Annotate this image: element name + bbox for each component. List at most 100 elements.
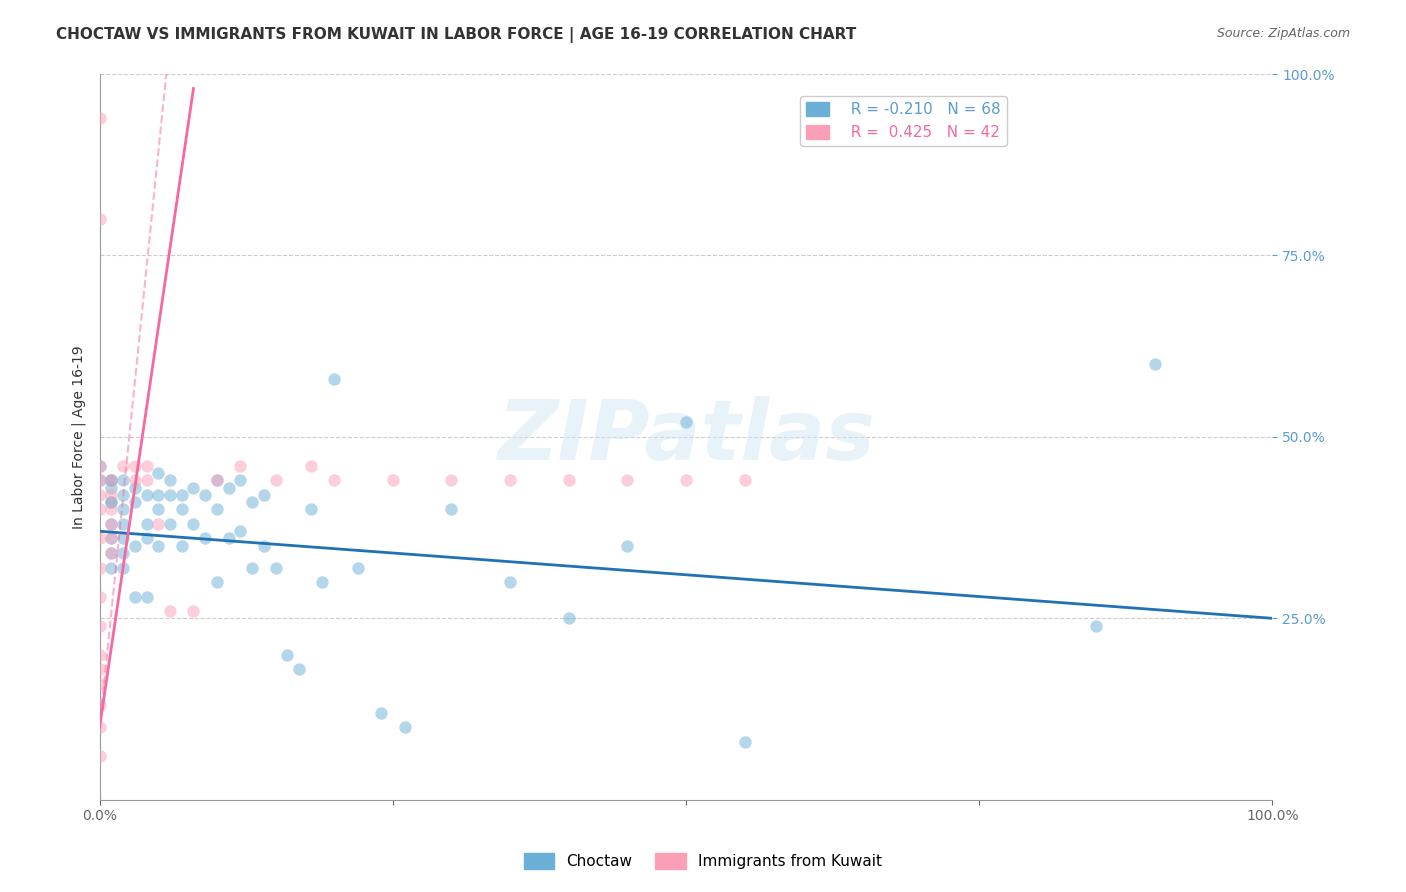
Point	[112, 488, 135, 502]
Point	[89, 648, 111, 662]
Y-axis label: In Labor Force | Age 16-19: In Labor Force | Age 16-19	[72, 345, 86, 529]
Point	[89, 662, 111, 676]
Point	[499, 575, 522, 590]
Legend:   R = -0.210   N = 68,   R =  0.425   N = 42: R = -0.210 N = 68, R = 0.425 N = 42	[800, 96, 1007, 146]
Point	[194, 488, 217, 502]
Point	[205, 474, 228, 488]
Point	[229, 474, 252, 488]
Point	[89, 488, 111, 502]
Point	[135, 590, 157, 604]
Point	[135, 458, 157, 473]
Point	[100, 516, 122, 531]
Point	[100, 546, 122, 560]
Point	[440, 474, 463, 488]
Point	[100, 546, 122, 560]
Point	[370, 706, 392, 720]
Point	[675, 474, 697, 488]
Point	[194, 532, 217, 546]
Point	[183, 604, 205, 618]
Point	[229, 524, 252, 539]
Point	[89, 458, 111, 473]
Point	[100, 474, 122, 488]
Point	[124, 458, 146, 473]
Point	[112, 516, 135, 531]
Point	[218, 532, 240, 546]
Point	[89, 618, 111, 632]
Point	[159, 516, 181, 531]
Point	[135, 474, 157, 488]
Point	[148, 539, 170, 553]
Point	[89, 749, 111, 764]
Point	[124, 495, 146, 509]
Point	[1085, 618, 1108, 632]
Point	[264, 560, 287, 574]
Point	[558, 611, 581, 625]
Point	[299, 458, 322, 473]
Point	[89, 720, 111, 734]
Point	[1144, 357, 1167, 371]
Point	[148, 466, 170, 480]
Point	[205, 575, 228, 590]
Point	[124, 474, 146, 488]
Point	[100, 532, 122, 546]
Point	[135, 488, 157, 502]
Point	[558, 474, 581, 488]
Point	[89, 474, 111, 488]
Point	[89, 458, 111, 473]
Point	[100, 488, 122, 502]
Point	[89, 560, 111, 574]
Point	[394, 720, 416, 734]
Point	[89, 698, 111, 713]
Point	[159, 604, 181, 618]
Point	[112, 502, 135, 516]
Point	[100, 560, 122, 574]
Text: ZIPatlas: ZIPatlas	[498, 396, 875, 477]
Point	[124, 539, 146, 553]
Point	[170, 488, 193, 502]
Point	[89, 212, 111, 227]
Point	[112, 560, 135, 574]
Point	[440, 502, 463, 516]
Point	[205, 474, 228, 488]
Point	[135, 516, 157, 531]
Point	[100, 516, 122, 531]
Point	[229, 458, 252, 473]
Point	[240, 495, 263, 509]
Point	[100, 502, 122, 516]
Point	[148, 488, 170, 502]
Point	[112, 458, 135, 473]
Legend: Choctaw, Immigrants from Kuwait: Choctaw, Immigrants from Kuwait	[517, 847, 889, 875]
Point	[148, 502, 170, 516]
Point	[675, 416, 697, 430]
Point	[100, 532, 122, 546]
Point	[346, 560, 368, 574]
Point	[288, 662, 311, 676]
Point	[734, 474, 756, 488]
Point	[112, 532, 135, 546]
Point	[159, 488, 181, 502]
Point	[89, 111, 111, 125]
Point	[124, 481, 146, 495]
Point	[616, 474, 638, 488]
Point	[205, 502, 228, 516]
Point	[499, 474, 522, 488]
Text: Source: ZipAtlas.com: Source: ZipAtlas.com	[1216, 27, 1350, 40]
Point	[616, 539, 638, 553]
Point	[218, 481, 240, 495]
Point	[276, 648, 298, 662]
Point	[100, 495, 122, 509]
Point	[124, 590, 146, 604]
Text: CHOCTAW VS IMMIGRANTS FROM KUWAIT IN LABOR FORCE | AGE 16-19 CORRELATION CHART: CHOCTAW VS IMMIGRANTS FROM KUWAIT IN LAB…	[56, 27, 856, 43]
Point	[100, 474, 122, 488]
Point	[170, 539, 193, 553]
Point	[253, 539, 276, 553]
Point	[170, 502, 193, 516]
Point	[323, 372, 346, 386]
Point	[112, 474, 135, 488]
Point	[381, 474, 404, 488]
Point	[240, 560, 263, 574]
Point	[89, 676, 111, 690]
Point	[253, 488, 276, 502]
Point	[264, 474, 287, 488]
Point	[100, 474, 122, 488]
